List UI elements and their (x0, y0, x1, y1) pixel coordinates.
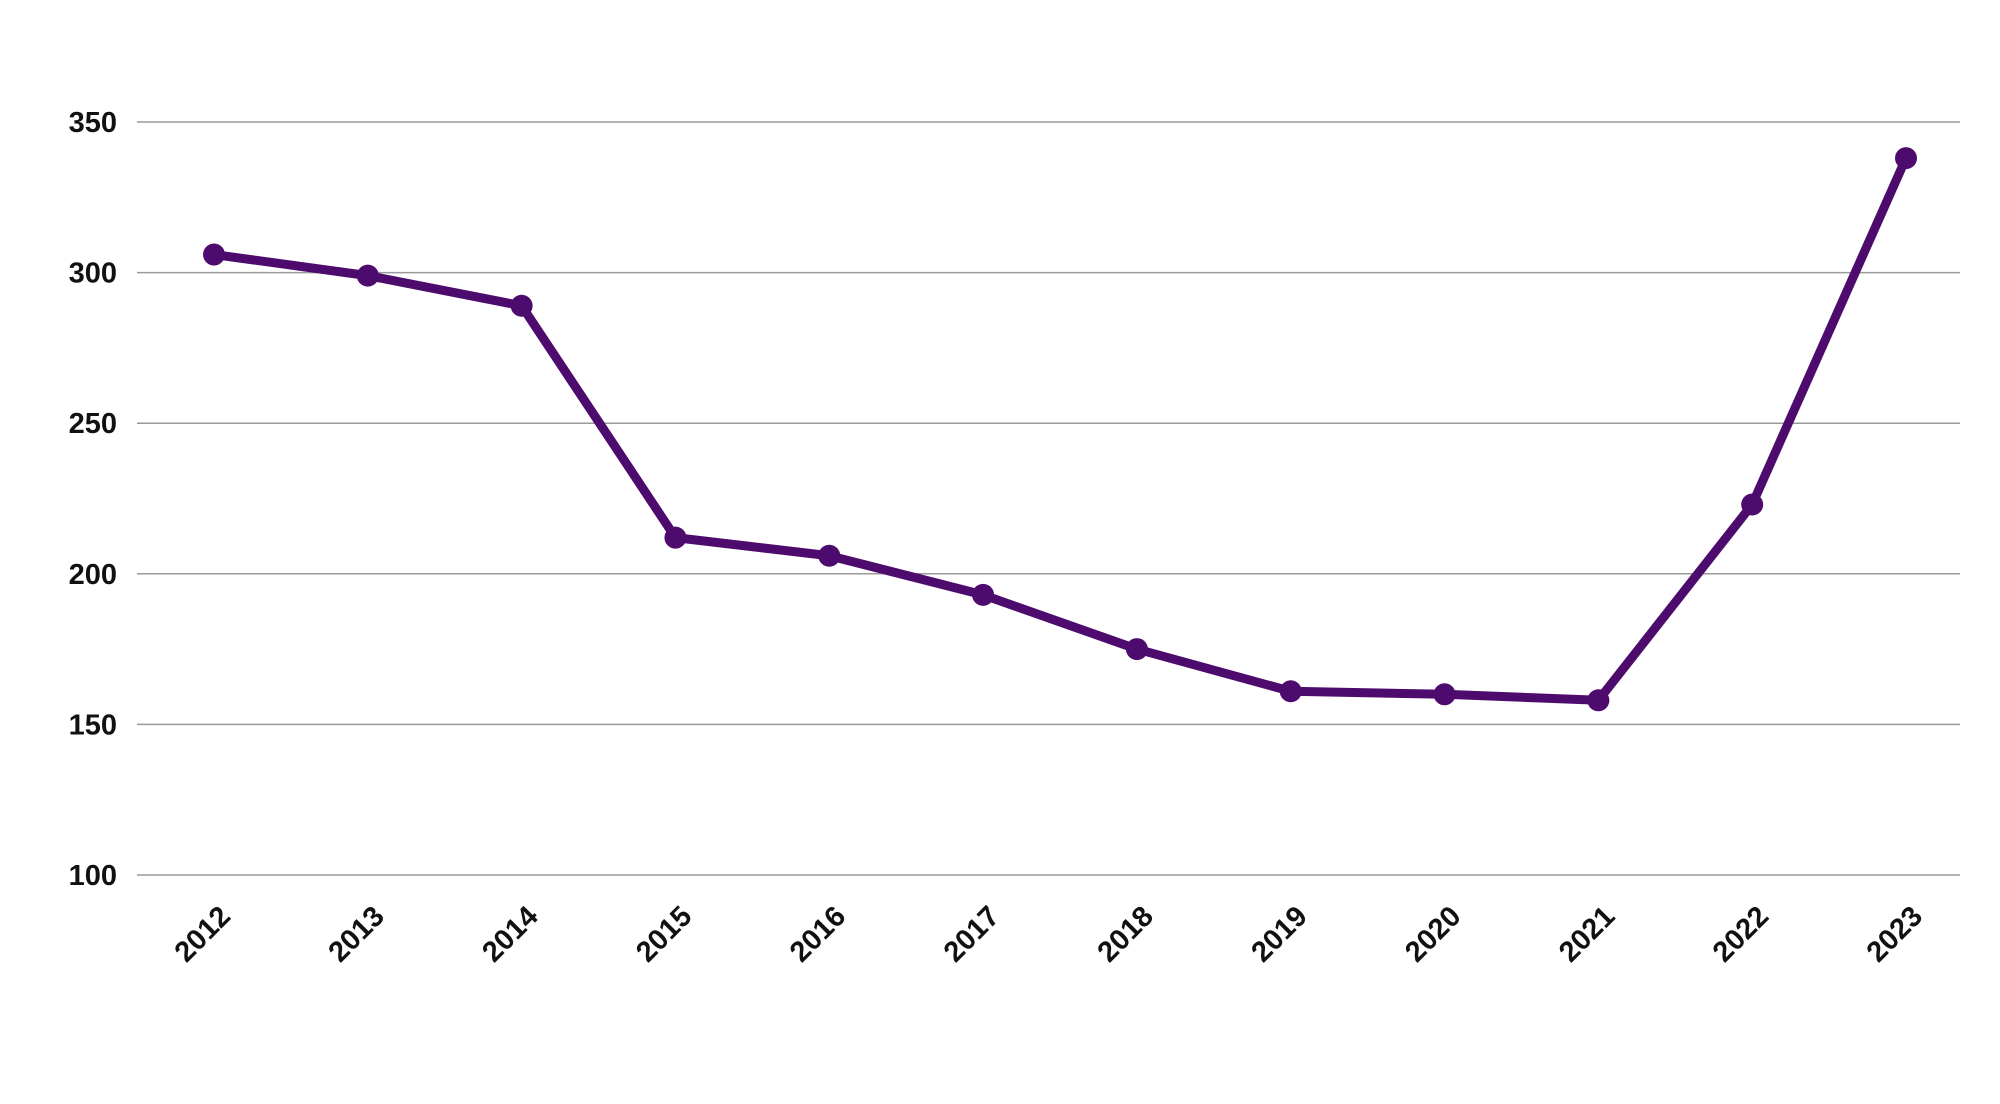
x-tick-label-2013: 2013 (323, 900, 391, 968)
data-point-2023 (1895, 147, 1917, 170)
x-tick-label-2021: 2021 (1553, 900, 1621, 968)
series-line-0 (209, 153, 1911, 705)
x-tick-label-2012: 2012 (169, 900, 237, 968)
y-tick-label-350: 350 (69, 107, 117, 139)
x-axis-ticks: 2012 2013 2014 2015 2016 2017 2018 2019 2020 2021… (169, 900, 1929, 968)
data-point-2018 (1125, 638, 1148, 661)
y-tick-label-200: 200 (69, 559, 117, 591)
data-point-2020 (1433, 683, 1456, 706)
series-points (203, 147, 1917, 712)
data-point-2016 (818, 544, 841, 567)
gridlines (137, 121, 1960, 876)
data-point-2012 (203, 243, 225, 266)
x-tick-label-2022: 2022 (1707, 900, 1775, 968)
y-axis-ticks: 100 150 200 250 300 350 (69, 107, 117, 892)
data-point-2013 (356, 264, 379, 287)
series-line-group (209, 153, 1911, 705)
data-point-2014 (510, 294, 533, 317)
x-tick-label-2016: 2016 (784, 900, 852, 968)
data-point-2022 (1741, 493, 1764, 516)
data-point-2015 (664, 526, 687, 549)
y-tick-label-100: 100 (69, 860, 117, 892)
x-tick-label-2019: 2019 (1245, 900, 1313, 968)
y-tick-label-250: 250 (69, 408, 117, 440)
y-tick-label-300: 300 (69, 258, 117, 290)
x-tick-label-2014: 2014 (476, 900, 544, 968)
data-point-2017 (972, 583, 995, 606)
y-tick-label-150: 150 (69, 709, 117, 741)
data-point-2019 (1279, 680, 1302, 703)
data-point-2021 (1587, 689, 1610, 712)
x-tick-label-2023: 2023 (1861, 900, 1929, 968)
x-tick-label-2018: 2018 (1092, 900, 1160, 968)
x-tick-label-2017: 2017 (938, 900, 1006, 968)
x-tick-label-2020: 2020 (1399, 900, 1467, 968)
x-tick-label-2015: 2015 (630, 900, 698, 968)
